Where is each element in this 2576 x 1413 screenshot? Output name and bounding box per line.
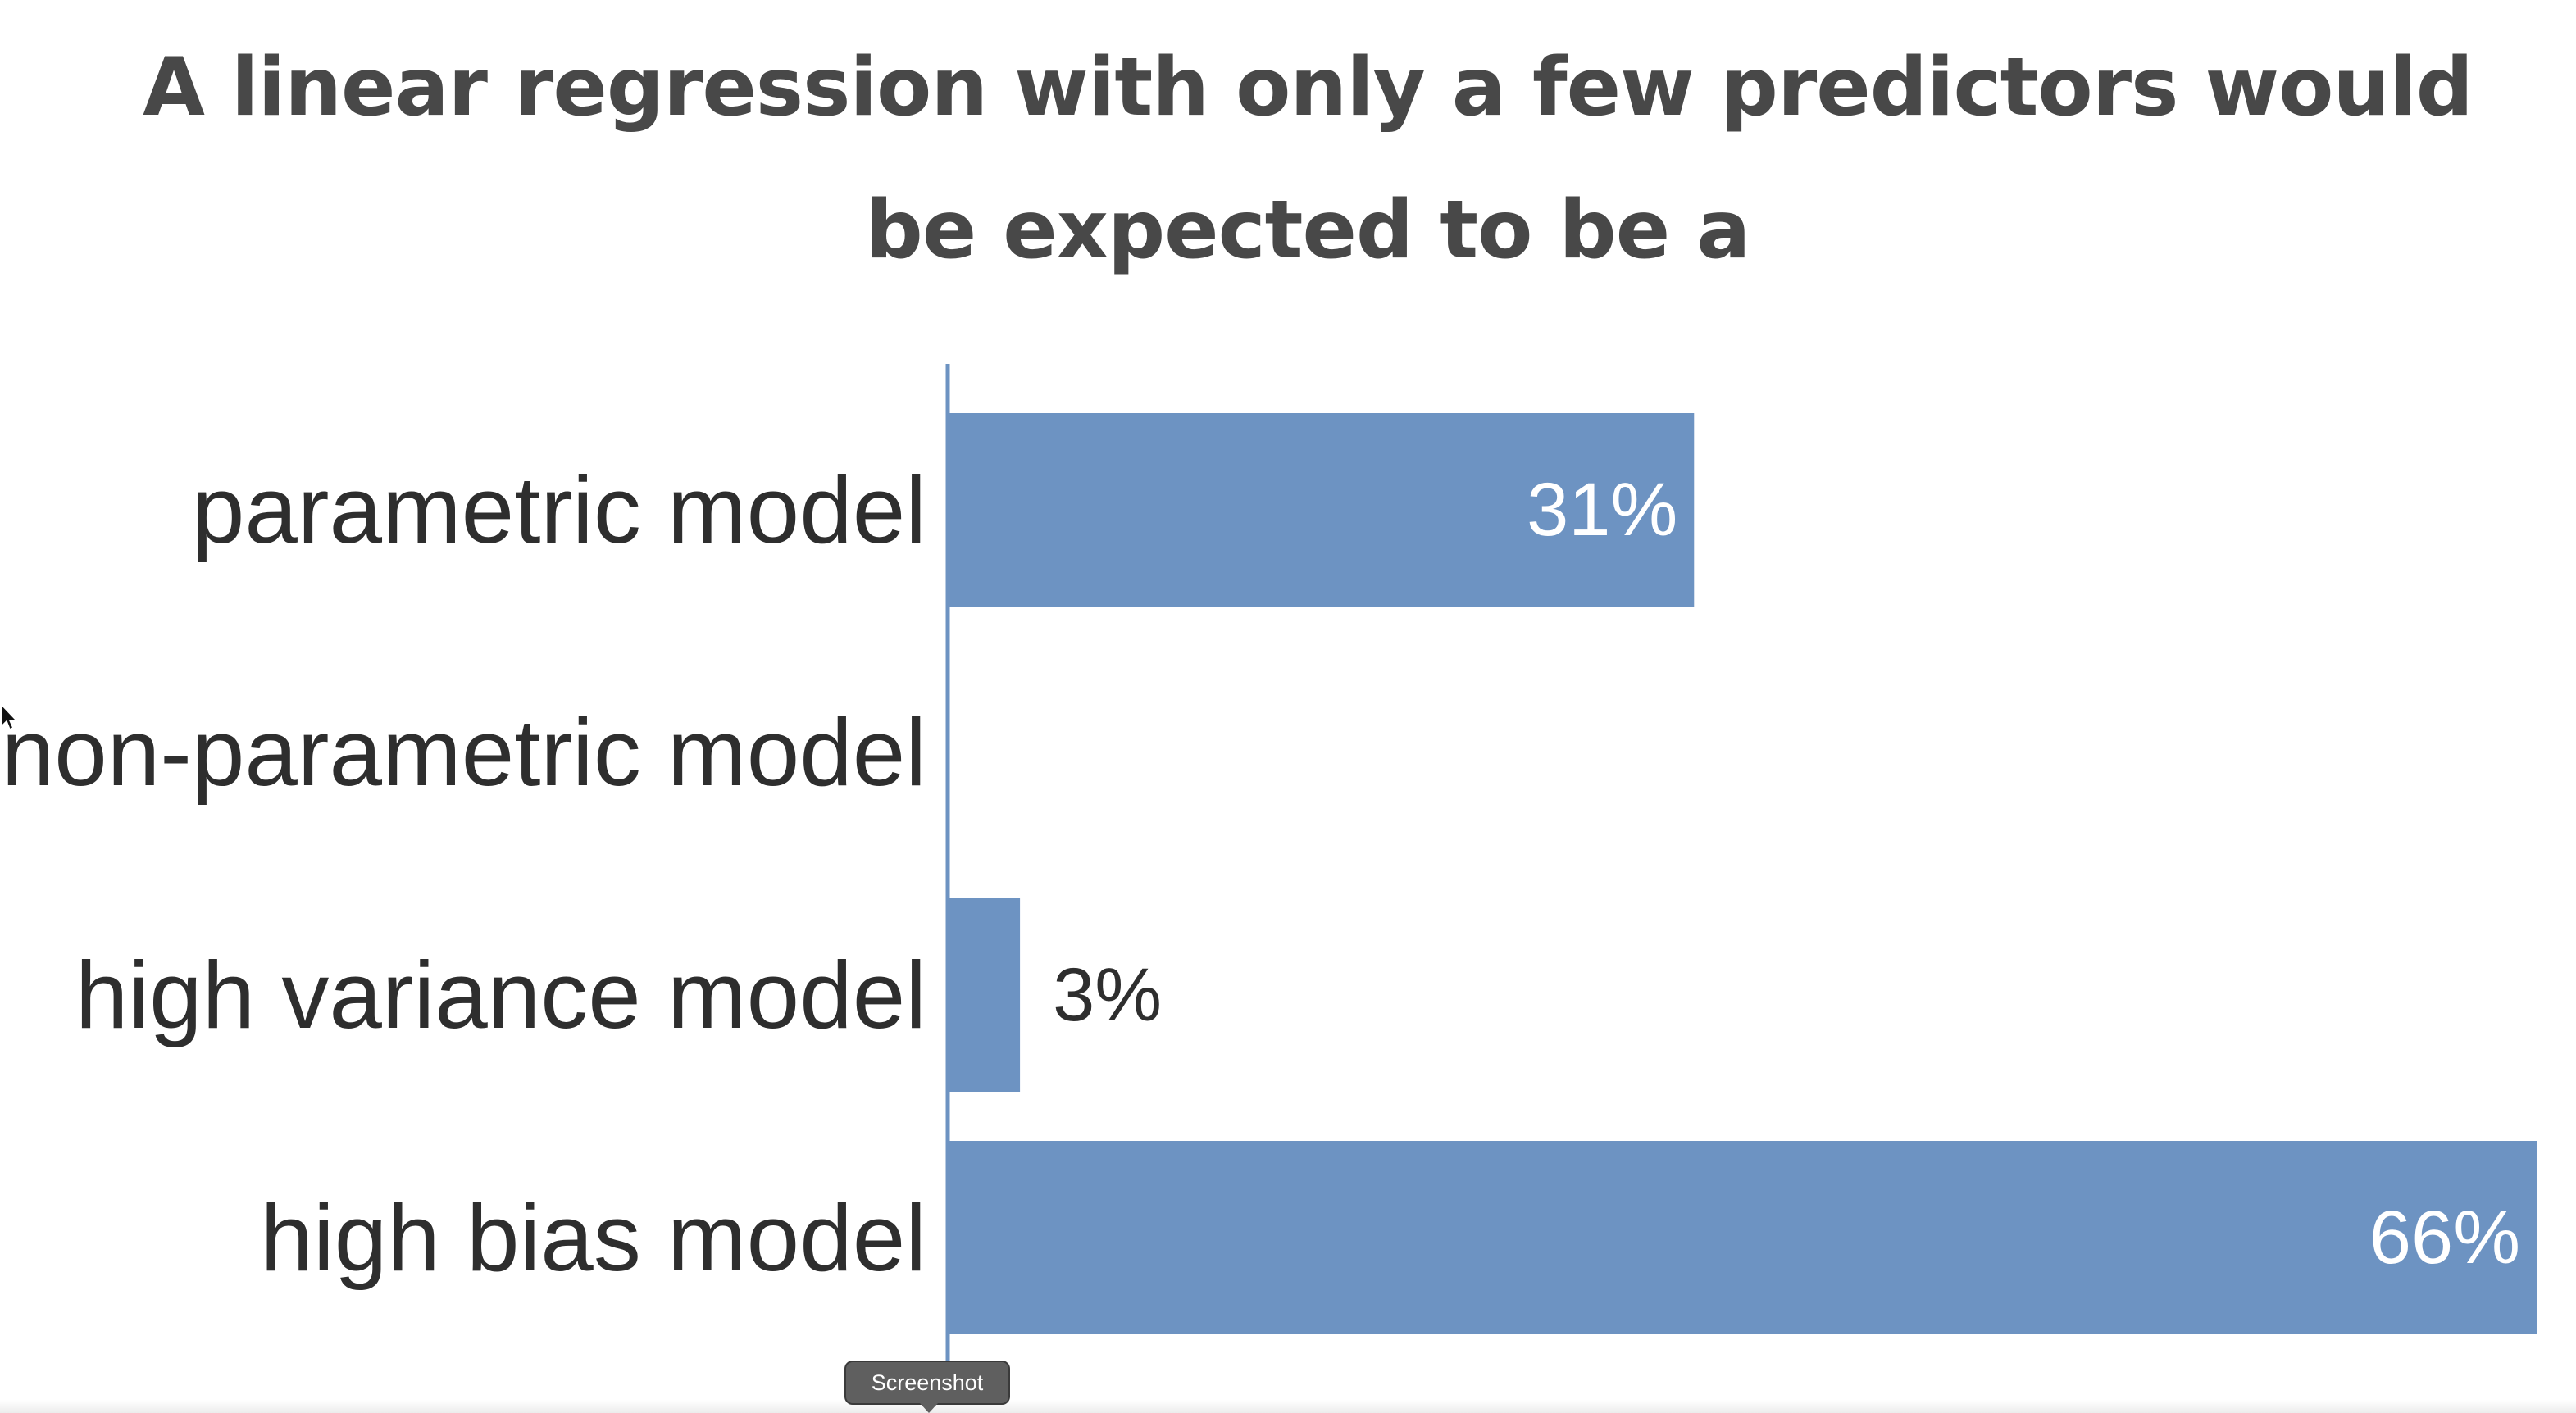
category-label-non-parametric-model: non-parametric model [2,699,926,806]
dock-strip [0,1400,2576,1413]
bar-high-bias-model [948,1141,2537,1334]
value-label-parametric-model: 31% [1527,468,1677,552]
bar-parametric-model [948,413,1695,607]
chart-title: A linear regression with only a few pred… [143,41,2474,277]
category-label-parametric-model: parametric model [192,457,926,563]
value-label-high-variance-model: 3% [1053,953,1162,1037]
bar-high-variance-model [948,898,1021,1092]
category-label-high-bias-model: high bias model [260,1184,926,1291]
category-label-high-variance-model: high variance model [75,942,926,1048]
pointer-arrow-icon [1,703,18,731]
screenshot-tooltip: Screenshot [844,1361,1010,1413]
value-label-high-bias-model: 66% [2369,1196,2520,1279]
